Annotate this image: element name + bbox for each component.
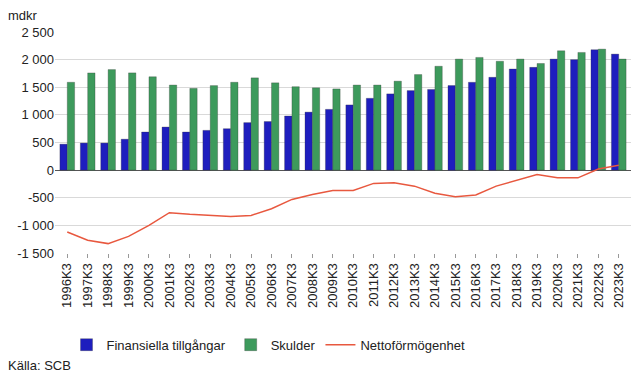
svg-text:Källa: SCB: Källa: SCB bbox=[8, 358, 71, 373]
svg-text:2013K3: 2013K3 bbox=[407, 263, 422, 308]
svg-text:1 000: 1 000 bbox=[21, 107, 54, 122]
svg-text:2015K3: 2015K3 bbox=[448, 263, 463, 308]
svg-text:2019K3: 2019K3 bbox=[529, 263, 544, 308]
svg-text:2006K3: 2006K3 bbox=[264, 263, 279, 308]
svg-text:-1 500: -1 500 bbox=[17, 246, 54, 261]
svg-text:1 500: 1 500 bbox=[21, 80, 54, 95]
svg-text:1996K3: 1996K3 bbox=[59, 263, 74, 308]
svg-text:2008K3: 2008K3 bbox=[305, 263, 320, 308]
svg-text:1997K3: 1997K3 bbox=[80, 263, 95, 308]
svg-text:2 000: 2 000 bbox=[21, 52, 54, 67]
svg-text:2 500: 2 500 bbox=[21, 25, 54, 40]
svg-text:2016K3: 2016K3 bbox=[468, 263, 483, 308]
svg-text:Skulder: Skulder bbox=[271, 338, 316, 353]
svg-text:2009K3: 2009K3 bbox=[325, 263, 340, 308]
svg-text:500: 500 bbox=[32, 135, 54, 150]
svg-text:2010K3: 2010K3 bbox=[345, 263, 360, 308]
svg-text:2021K3: 2021K3 bbox=[570, 263, 585, 308]
svg-text:2018K3: 2018K3 bbox=[509, 263, 524, 308]
svg-text:2004K3: 2004K3 bbox=[223, 263, 238, 308]
svg-text:2012K3: 2012K3 bbox=[386, 263, 401, 308]
svg-text:1998K3: 1998K3 bbox=[100, 263, 115, 308]
svg-text:1999K3: 1999K3 bbox=[121, 263, 136, 308]
svg-text:2007K3: 2007K3 bbox=[284, 263, 299, 308]
svg-text:2002K3: 2002K3 bbox=[182, 263, 197, 308]
svg-text:2023K3: 2023K3 bbox=[611, 263, 626, 308]
svg-text:2017K3: 2017K3 bbox=[488, 263, 503, 308]
svg-text:2020K3: 2020K3 bbox=[550, 263, 565, 308]
svg-text:-1 000: -1 000 bbox=[17, 218, 54, 233]
svg-text:Finansiella tillgångar: Finansiella tillgångar bbox=[107, 338, 226, 353]
svg-text:0: 0 bbox=[47, 163, 54, 178]
svg-text:-500: -500 bbox=[28, 190, 54, 205]
svg-text:Nettoförmögenhet: Nettoförmögenhet bbox=[360, 338, 464, 353]
svg-text:2000K3: 2000K3 bbox=[141, 263, 156, 308]
svg-text:2005K3: 2005K3 bbox=[243, 263, 258, 308]
svg-text:2003K3: 2003K3 bbox=[202, 263, 217, 308]
svg-text:mdkr: mdkr bbox=[8, 8, 38, 23]
svg-text:2022K3: 2022K3 bbox=[591, 263, 606, 308]
svg-text:2001K3: 2001K3 bbox=[162, 263, 177, 308]
svg-text:2014K3: 2014K3 bbox=[427, 263, 442, 308]
svg-text:2011K3: 2011K3 bbox=[366, 263, 381, 307]
